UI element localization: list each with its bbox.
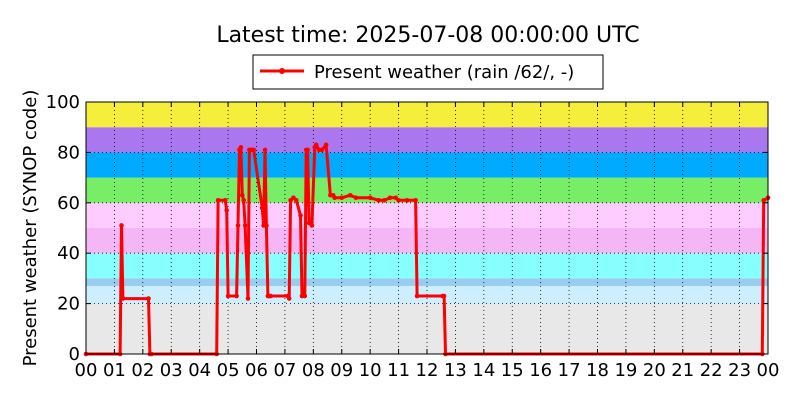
data-point-0-11 bbox=[225, 293, 231, 299]
band-0 bbox=[86, 303, 768, 354]
data-point-0-47 bbox=[323, 142, 329, 148]
data-point-0-23 bbox=[251, 147, 256, 153]
legend-entry-0: Present weather (rain /62/, -) bbox=[314, 62, 574, 83]
data-point-0-40 bbox=[305, 147, 310, 153]
x-tick-label-12: 12 bbox=[416, 360, 439, 381]
data-point-0-54 bbox=[367, 195, 373, 201]
data-point-0-46 bbox=[319, 147, 325, 153]
x-tick-label-16: 16 bbox=[529, 360, 552, 381]
band-9 bbox=[86, 127, 768, 153]
data-point-0-26 bbox=[262, 147, 268, 153]
y-tick-label-4: 80 bbox=[57, 142, 80, 163]
x-tick-label-0: 00 bbox=[75, 360, 98, 381]
chart-title: Latest time: 2025-07-08 00:00:00 UTC bbox=[216, 23, 639, 48]
x-tick-label-7: 07 bbox=[273, 360, 296, 381]
data-point-0-27 bbox=[264, 223, 269, 228]
data-point-0-59 bbox=[396, 197, 401, 203]
data-point-0-36 bbox=[298, 213, 303, 218]
data-point-0-8 bbox=[215, 197, 221, 203]
x-tick-label-14: 14 bbox=[472, 360, 495, 381]
x-tick-label-18: 18 bbox=[586, 360, 609, 381]
data-point-0-56 bbox=[382, 197, 387, 203]
data-point-0-17 bbox=[241, 197, 247, 203]
x-tick-label-6: 06 bbox=[245, 360, 268, 381]
x-tick-label-22: 22 bbox=[700, 360, 723, 381]
data-point-0-50 bbox=[332, 195, 337, 201]
x-tick-label-2: 02 bbox=[131, 360, 154, 381]
series-layer bbox=[83, 142, 771, 357]
grid bbox=[86, 102, 768, 354]
x-tick-label-4: 04 bbox=[188, 360, 211, 381]
x-tick-label-11: 11 bbox=[387, 360, 410, 381]
data-point-0-32 bbox=[286, 296, 292, 301]
data-point-0-13 bbox=[235, 223, 241, 228]
data-point-0-18 bbox=[242, 223, 248, 228]
data-point-0-19 bbox=[245, 296, 251, 301]
band-5 bbox=[86, 228, 768, 254]
y-tick-label-5: 100 bbox=[46, 92, 80, 113]
data-point-0-16 bbox=[239, 192, 245, 198]
x-tick-label-21: 21 bbox=[671, 360, 694, 381]
data-point-0-64 bbox=[441, 293, 447, 299]
y-tick-labels: 0 20 40 60 80 100 bbox=[46, 92, 80, 365]
x-tick-label-23: 23 bbox=[728, 360, 751, 381]
data-point-0-35 bbox=[293, 197, 299, 203]
data-point-0-4 bbox=[146, 296, 151, 301]
data-point-0-62 bbox=[414, 293, 420, 299]
data-point-0-51 bbox=[339, 195, 345, 201]
data-point-0-30 bbox=[268, 293, 274, 299]
background-bands bbox=[86, 102, 768, 354]
x-tick-label-8: 08 bbox=[302, 360, 325, 381]
x-tick-label-17: 17 bbox=[558, 360, 581, 381]
x-tick-label-9: 09 bbox=[330, 360, 353, 381]
y-tick-label-2: 40 bbox=[57, 243, 80, 264]
x-tick-label-15: 15 bbox=[501, 360, 524, 381]
data-point-0-57 bbox=[387, 195, 393, 201]
data-point-0-61 bbox=[413, 197, 418, 203]
legend-marker bbox=[279, 68, 285, 74]
data-point-0-38 bbox=[302, 293, 308, 299]
x-tick-label-19: 19 bbox=[614, 360, 637, 381]
x-tick-label-10: 10 bbox=[359, 360, 382, 381]
data-point-0-10 bbox=[224, 208, 229, 213]
data-point-0-9 bbox=[222, 197, 228, 203]
x-tick-label-13: 13 bbox=[444, 360, 467, 381]
data-point-0-24 bbox=[259, 205, 265, 211]
y-tick-label-1: 20 bbox=[57, 294, 80, 315]
data-point-0-2 bbox=[119, 223, 124, 228]
legend-box bbox=[252, 54, 604, 90]
band-8 bbox=[86, 152, 768, 178]
y-tick-label-3: 60 bbox=[57, 193, 80, 214]
data-point-0-60 bbox=[404, 197, 410, 203]
legend: Present weather (rain /62/, -) bbox=[252, 54, 604, 90]
y-axis-label: Present weather (SYNOP code) bbox=[20, 90, 41, 367]
y-tick-label-0: 0 bbox=[69, 344, 80, 365]
data-point-0-12 bbox=[234, 293, 239, 299]
data-point-0-67 bbox=[761, 197, 767, 203]
x-tick-label-3: 03 bbox=[160, 360, 183, 381]
x-tick-label-20: 20 bbox=[643, 360, 666, 381]
ticks bbox=[85, 101, 769, 355]
data-point-0-55 bbox=[376, 197, 381, 203]
data-point-0-42 bbox=[309, 223, 315, 228]
data-point-0-52 bbox=[347, 192, 353, 198]
data-point-0-44 bbox=[313, 142, 319, 148]
x-tick-label-1: 01 bbox=[103, 360, 126, 381]
data-point-0-53 bbox=[353, 195, 359, 201]
x-tick-label-5: 05 bbox=[217, 360, 240, 381]
x-tick-label-24: 00 bbox=[757, 360, 780, 381]
x-tick-labels: 00 01 02 03 04 05 06 07 08 09 10 11 12 13 14 15 16 17 18 19… bbox=[75, 360, 780, 381]
data-point-0-3 bbox=[120, 296, 126, 301]
data-point-0-15 bbox=[238, 145, 244, 150]
